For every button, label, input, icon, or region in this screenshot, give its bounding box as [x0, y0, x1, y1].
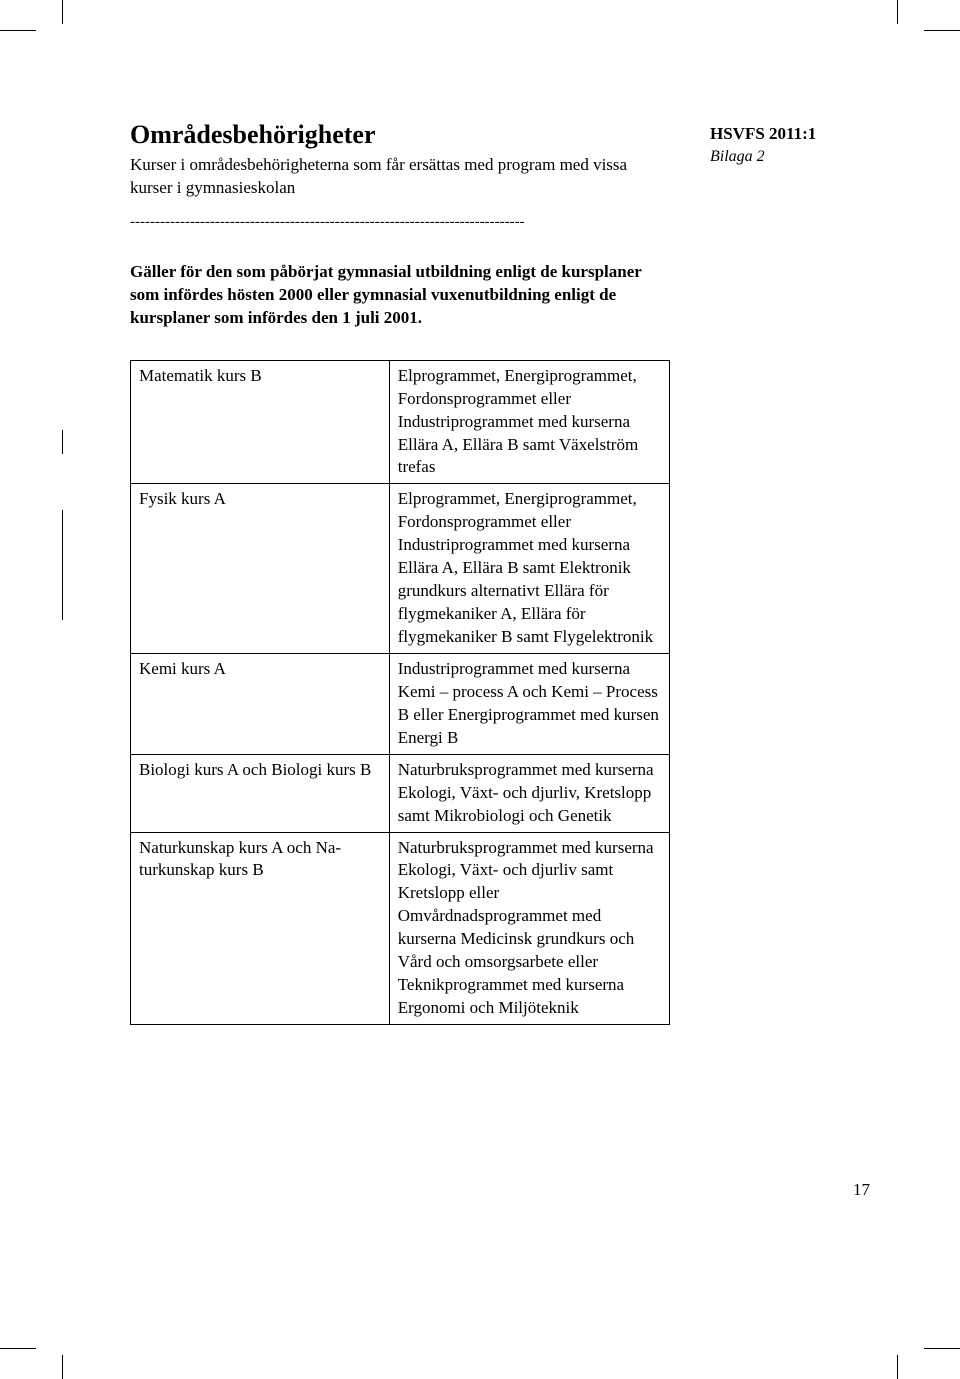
courses-table: Matematik kurs BElprogrammet, Energipro­… — [130, 360, 670, 1025]
program-cell: Industriprogrammet med kurser­na Kemi – … — [389, 653, 669, 754]
course-cell: Kemi kurs A — [131, 653, 390, 754]
gutter-mark — [62, 510, 63, 620]
course-cell: Biologi kurs A och Biologi kurs B — [131, 754, 390, 832]
doc-reference: HSVFS 2011:1 — [710, 124, 870, 144]
page-title: Områdesbehörigheter — [130, 120, 670, 150]
program-cell: Naturbruksprogrammet med kurserna Ekolog… — [389, 754, 669, 832]
bilaga-label: Bilaga 2 — [710, 148, 870, 166]
table-row: Naturkunskap kurs A och Na­turkunskap ku… — [131, 832, 670, 1025]
intro-paragraph: Gäller för den som påbörjat gymnasial ut… — [130, 261, 670, 330]
crop-mark — [0, 1348, 36, 1349]
gutter-mark — [62, 430, 63, 454]
crop-mark — [0, 30, 36, 31]
table-row: Fysik kurs AElprogrammet, Energipro­gram… — [131, 484, 670, 654]
crop-mark — [924, 30, 960, 31]
program-cell: Elprogrammet, Energipro­grammet, Fordons… — [389, 360, 669, 484]
table-row: Biologi kurs A och Biologi kurs BNaturbr… — [131, 754, 670, 832]
crop-mark — [924, 1348, 960, 1349]
crop-mark — [897, 0, 898, 24]
header-row: Områdesbehörigheter Kurser i områdesbehö… — [130, 120, 870, 200]
table-row: Matematik kurs BElprogrammet, Energipro­… — [131, 360, 670, 484]
course-cell: Naturkunskap kurs A och Na­turkunskap ku… — [131, 832, 390, 1025]
course-cell: Matematik kurs B — [131, 360, 390, 484]
course-cell: Fysik kurs A — [131, 484, 390, 654]
program-cell: Elprogrammet, Energipro­grammet, Fordons… — [389, 484, 669, 654]
table-row: Kemi kurs AIndustriprogrammet med kurser… — [131, 653, 670, 754]
separator-dashes: ----------------------------------------… — [130, 214, 670, 231]
page-content: Områdesbehörigheter Kurser i områdesbehö… — [130, 120, 870, 1025]
main-header: Områdesbehörigheter Kurser i områdesbehö… — [130, 120, 670, 200]
page-number: 17 — [853, 1180, 870, 1200]
program-cell: Naturbruksprogrammet med kurserna Ekolog… — [389, 832, 669, 1025]
crop-mark — [897, 1355, 898, 1379]
page-subtitle: Kurser i områdesbehörigheterna som får e… — [130, 154, 670, 200]
side-header: HSVFS 2011:1 Bilaga 2 — [710, 120, 870, 166]
crop-mark — [62, 0, 63, 24]
crop-mark — [62, 1355, 63, 1379]
